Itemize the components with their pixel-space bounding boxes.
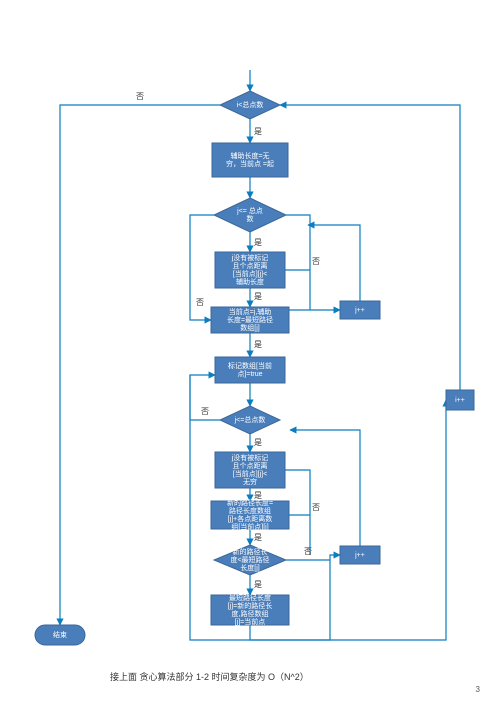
edge-label: 否 <box>304 547 312 556</box>
node-d1: i<总点数 <box>220 91 280 119</box>
svg-text:j没有被标记且个点距离[当前点][j]<辅助长度: j没有被标记且个点距离[当前点][j]<辅助长度 <box>231 253 269 286</box>
node-d4: 新的路径长度<最短路径长度[j] <box>214 545 286 575</box>
edge-label: 否 <box>312 257 320 266</box>
edge-label: 否 <box>201 407 209 416</box>
node-r7: 最短路径长度[j]=新的路径长度,路径数组[j]=当前点 <box>211 593 289 626</box>
node-ipp: i++ <box>446 390 474 410</box>
page-number: 3 <box>476 685 480 694</box>
svg-text:j++: j++ <box>354 552 365 559</box>
node-r1: 辅助长度=无穷，当前点 =起 <box>212 143 288 177</box>
node-d2: j<= 总点数 <box>214 198 286 232</box>
node-end: 结束 <box>35 625 85 645</box>
svg-text:i<总点数: i<总点数 <box>237 100 264 109</box>
edge-label: 是 <box>254 533 262 542</box>
node-r5: j没有被标记且个点距离[当前点][j]<无穷 <box>215 452 285 488</box>
flow-edge <box>285 270 310 310</box>
edge-label: 是 <box>254 238 262 247</box>
svg-text:辅助长度=无穷，当前点 =起: 辅助长度=无穷，当前点 =起 <box>226 151 274 168</box>
edge-label: 是 <box>254 127 262 136</box>
edge-label: 是 <box>254 292 262 301</box>
flow-edge <box>290 430 360 546</box>
flow-edge <box>286 215 310 270</box>
edge-label: 否 <box>136 92 144 101</box>
edge-label: 是 <box>254 580 262 589</box>
svg-text:结束: 结束 <box>53 630 67 639</box>
nodes: i<总点数辅助长度=无穷，当前点 =起 j<= 总点数 j没有被标记且个点距离[当前… <box>35 91 474 645</box>
flow-edge <box>60 105 220 625</box>
edge-label: 是 <box>254 340 262 349</box>
edge-label: 否 <box>312 503 320 512</box>
svg-text:i++: i++ <box>455 397 465 404</box>
node-jpp1: j++ <box>340 301 380 319</box>
svg-text:新的路径长度=路径长度数组[j]+各点距离数组[当前点][j: 新的路径长度=路径长度数组[j]+各点距离数组[当前点][j] <box>227 498 273 531</box>
flow-edge <box>280 105 460 390</box>
node-r3: 当前点=j,辅助长度=最短路径数组[j] <box>211 307 289 333</box>
edge-label: 否 <box>196 298 204 307</box>
svg-text:j++: j++ <box>354 307 365 314</box>
node-r6: 新的路径长度=路径长度数组[j]+各点距离数组[当前点][j] <box>211 498 289 531</box>
node-d3: j<=总点数 <box>220 406 280 434</box>
node-r4: 标记数组[当前点]=true <box>215 357 285 383</box>
svg-text:j<=总点数: j<=总点数 <box>234 415 266 424</box>
edge-label: 是 <box>254 438 262 447</box>
page-caption: 接上面 贪心算法部分 1-2 时间复杂度为 O（N^2） <box>110 670 309 683</box>
node-jpp2: j++ <box>340 546 380 564</box>
node-r2: j没有被标记且个点距离[当前点][j]<辅助长度 <box>215 252 285 288</box>
edge-label: 是 <box>254 491 262 500</box>
